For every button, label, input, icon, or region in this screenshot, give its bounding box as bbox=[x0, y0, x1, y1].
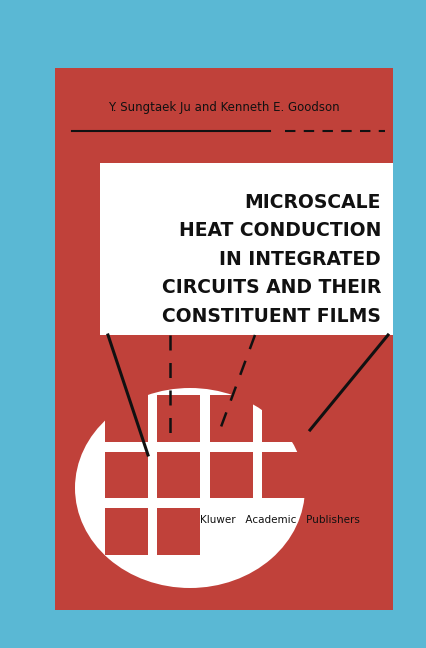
Bar bbox=[100, 163, 392, 335]
Text: CIRCUITS AND THEIR: CIRCUITS AND THEIR bbox=[161, 278, 380, 297]
Text: HEAT CONDUCTION: HEAT CONDUCTION bbox=[178, 222, 380, 240]
Text: MICROSCALE: MICROSCALE bbox=[244, 193, 380, 212]
Bar bbox=[104, 509, 147, 555]
Bar bbox=[157, 509, 200, 555]
Bar bbox=[104, 452, 147, 498]
Text: Kluwer   Academic   Publishers: Kluwer Academic Publishers bbox=[200, 515, 359, 525]
Bar bbox=[157, 452, 200, 498]
Bar bbox=[209, 395, 252, 441]
Bar bbox=[157, 395, 200, 441]
Bar bbox=[55, 68, 392, 610]
Bar bbox=[209, 452, 252, 498]
Text: CONSTITUENT FILMS: CONSTITUENT FILMS bbox=[162, 307, 380, 325]
Bar bbox=[262, 395, 305, 441]
Text: IN INTEGRATED: IN INTEGRATED bbox=[219, 249, 380, 269]
Text: Y. Sungtaek Ju and Kenneth E. Goodson: Y. Sungtaek Ju and Kenneth E. Goodson bbox=[108, 102, 339, 115]
Ellipse shape bbox=[75, 388, 304, 588]
Bar bbox=[262, 452, 305, 498]
Bar bbox=[104, 395, 147, 441]
